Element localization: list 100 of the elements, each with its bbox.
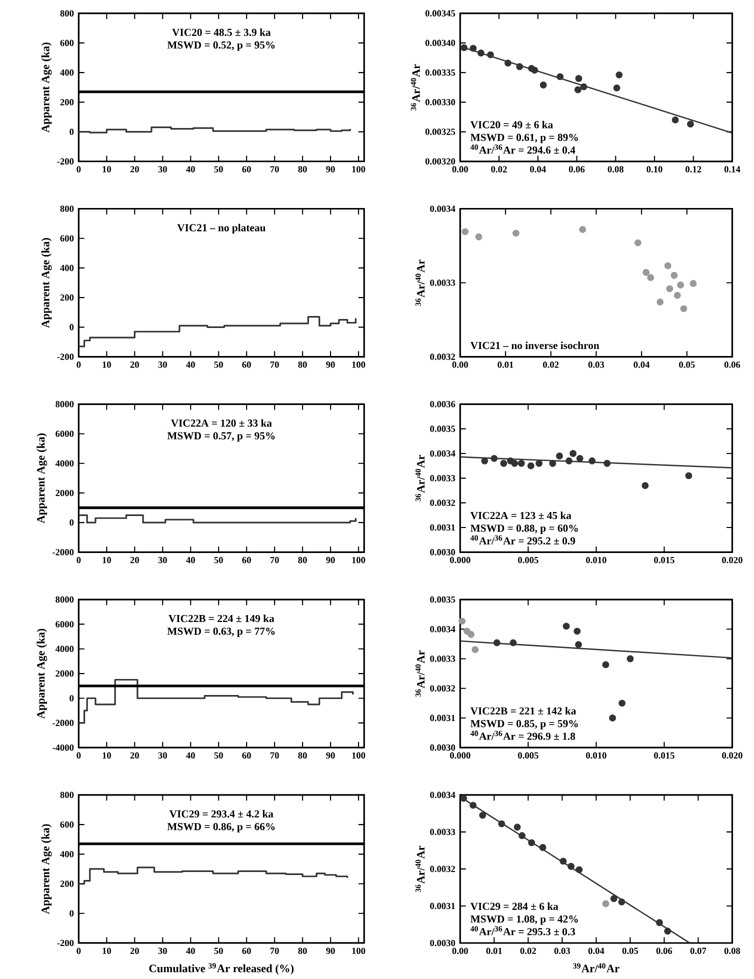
point xyxy=(677,282,684,288)
y-tick-label: -4000 xyxy=(52,744,74,751)
annotation: $^{40}$Ar/$^{36}$Ar = 295.3 ± 0.3 xyxy=(470,926,576,936)
y-axis-title: $^{36}$Ar/$^{40}$Ar xyxy=(410,64,420,110)
x-tick-label: 90 xyxy=(326,166,336,172)
x-tick-label: 0.005 xyxy=(518,752,539,759)
point xyxy=(614,84,620,92)
x-tick-label: 80 xyxy=(298,948,308,954)
point xyxy=(674,292,682,299)
annotation: VIC20 = 48.5 ± 3.9 ka xyxy=(172,28,271,36)
x-tick-label: 60 xyxy=(242,752,252,759)
point xyxy=(670,272,678,279)
y-tick-label: 6000 xyxy=(56,430,74,437)
y-tick-label: 0.0031 xyxy=(430,902,456,910)
x-tick-label: 0.03 xyxy=(554,948,570,954)
point xyxy=(609,714,616,722)
x-tick-label: 10 xyxy=(102,556,112,564)
y-tick-label: 400 xyxy=(60,69,74,76)
annotation: VIC21 – no inverse isochron xyxy=(470,342,600,350)
x-tick-label: 80 xyxy=(298,556,308,564)
annotation: $^{40}$Ar/$^{36}$Ar = 294.6 ± 0.4 xyxy=(470,144,576,154)
point xyxy=(656,298,664,306)
point xyxy=(458,618,466,625)
x-tick-label: 0.02 xyxy=(491,166,507,172)
x-tick-label: 80 xyxy=(298,166,308,172)
y-tick-label: 0.0030 xyxy=(430,549,456,556)
y-tick-label: 0 xyxy=(70,695,74,702)
x-tick-label: 90 xyxy=(326,556,336,564)
point xyxy=(556,73,564,80)
point xyxy=(540,844,546,851)
point xyxy=(518,460,526,467)
point xyxy=(511,460,518,467)
point xyxy=(531,66,538,74)
x-tick-label: 0.02 xyxy=(543,362,559,368)
x-tick-label: 30 xyxy=(158,948,168,954)
point xyxy=(618,898,626,906)
y-tick-label: 8000 xyxy=(56,596,74,603)
x-tick-label: 20 xyxy=(130,948,140,954)
point xyxy=(481,457,488,464)
y-tick-label: 0.0032 xyxy=(430,354,456,360)
y-tick-label: -200 xyxy=(57,158,74,165)
point xyxy=(568,862,575,870)
x-tick-label: 10 xyxy=(102,166,112,172)
y-tick-label: 0.0034 xyxy=(430,206,456,212)
y-tick-label: 0.0033 xyxy=(430,280,456,286)
x-tick-label: 40 xyxy=(186,752,196,759)
y-tick-label: 0 xyxy=(70,519,74,526)
y-tick-label: 800 xyxy=(60,792,74,798)
x-tick-label: 70 xyxy=(270,556,280,564)
y-tick-label: -2000 xyxy=(52,720,74,726)
x-tick-label: 0.03 xyxy=(588,362,604,368)
y-tick-label: 0.0033 xyxy=(430,828,456,836)
x-tick-label: 50 xyxy=(214,556,224,564)
point xyxy=(680,305,688,312)
point xyxy=(575,641,582,648)
annotation: VIC22A = 123 ± 45 ka xyxy=(470,512,572,520)
y-tick-label: 0 xyxy=(70,324,74,330)
x-tick-label: 0.04 xyxy=(530,166,546,172)
annotation: VIC21 – no plateau xyxy=(177,224,266,234)
annotation: VIC22B = 221 ± 142 ka xyxy=(470,707,576,715)
point xyxy=(478,50,485,56)
point xyxy=(556,452,564,460)
point xyxy=(566,457,573,464)
point xyxy=(470,802,477,809)
annotation: VIC22B = 224 ± 149 ka xyxy=(168,614,274,622)
point xyxy=(647,274,654,282)
x-tick-label: 0.05 xyxy=(622,948,638,954)
point xyxy=(512,230,520,237)
y-tick-label: 600 xyxy=(60,821,74,828)
x-tick-label: 70 xyxy=(270,361,280,368)
x-tick-label: 0.010 xyxy=(586,752,607,759)
point xyxy=(510,639,517,646)
point xyxy=(498,820,506,828)
x-tick-label: 0.000 xyxy=(450,556,470,564)
x-tick-label: 0.06 xyxy=(656,948,672,954)
annotation: MSWD = 0.86, p = 66% xyxy=(168,823,275,832)
x-tick-label: 0.015 xyxy=(654,556,675,564)
y-tick-label: 200 xyxy=(60,294,74,301)
point xyxy=(500,460,508,467)
y-tick-label: 0.0036 xyxy=(430,400,456,408)
x-tick-label: 0 xyxy=(76,948,81,954)
point xyxy=(672,116,679,124)
y-tick-label: 0.00330 xyxy=(426,99,456,106)
x-tick-label: 0.14 xyxy=(724,166,740,172)
point xyxy=(528,462,535,470)
y-axis-title: Apparent Age (ka) xyxy=(36,433,48,524)
annotation: VIC22A = 120 ± 33 ka xyxy=(171,419,272,427)
x-tick-label: 90 xyxy=(326,948,336,954)
y-tick-label: 400 xyxy=(60,264,74,272)
y-tick-label: 4000 xyxy=(56,460,74,467)
x-tick-label: 40 xyxy=(186,948,196,954)
x-tick-label: 60 xyxy=(242,361,252,368)
x-tick-label: 60 xyxy=(242,166,252,172)
x-tick-label: 70 xyxy=(270,166,280,172)
point xyxy=(472,646,479,654)
point xyxy=(504,60,512,67)
point xyxy=(460,794,468,802)
point xyxy=(685,472,692,480)
x-tick-label: 60 xyxy=(242,948,252,954)
y-tick-label: 0.00335 xyxy=(426,69,456,76)
